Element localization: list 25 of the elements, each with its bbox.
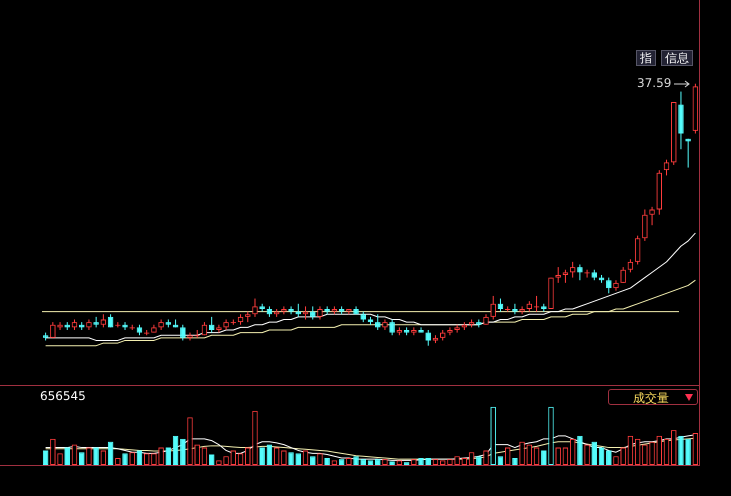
bar xyxy=(678,436,684,465)
bar xyxy=(266,444,272,465)
bar xyxy=(180,438,186,465)
bar xyxy=(42,450,48,465)
bar xyxy=(108,442,114,465)
bar xyxy=(93,448,99,465)
text: 信息 xyxy=(661,50,693,66)
bar xyxy=(288,452,294,465)
bar xyxy=(592,442,598,465)
bar xyxy=(79,452,84,465)
bar xyxy=(172,436,178,465)
annotation: 37.59 xyxy=(637,76,672,90)
text: 指 xyxy=(636,50,656,66)
bar xyxy=(685,438,691,465)
bar xyxy=(296,453,302,465)
text: 656545 xyxy=(40,389,86,403)
bar xyxy=(208,454,214,465)
bar xyxy=(541,450,546,465)
bar xyxy=(606,450,612,465)
bar xyxy=(259,448,265,465)
bar xyxy=(64,448,70,465)
text: 成交量 xyxy=(633,390,669,406)
bar xyxy=(577,436,583,465)
bar xyxy=(166,448,172,465)
candlestick xyxy=(685,138,691,168)
